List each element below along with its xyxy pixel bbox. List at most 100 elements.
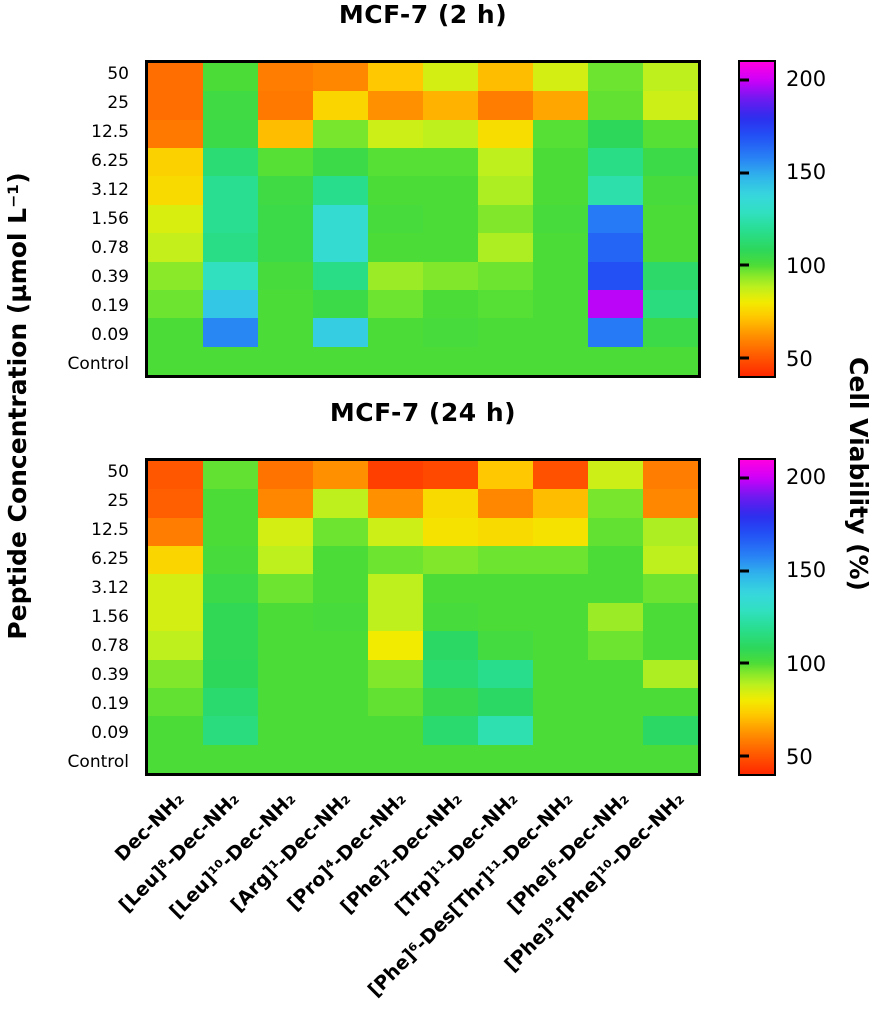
- heatmap-cell: [588, 261, 643, 290]
- heatmap-cell: [643, 574, 698, 603]
- colorbar-tick: [740, 661, 749, 665]
- heatmap-cell: [368, 119, 423, 149]
- heatmap-cell: [478, 289, 533, 319]
- heatmap-cell: [533, 489, 588, 518]
- heatmap-cell: [478, 659, 533, 688]
- heatmap-cell: [423, 91, 478, 120]
- heatmap-cell: [478, 744, 533, 773]
- heatmap-cell: [148, 63, 203, 92]
- heatmap-cell: [533, 91, 588, 120]
- heatmap-cell: [258, 602, 313, 632]
- heatmap-cell: [588, 461, 643, 490]
- heatmap-cell: [258, 204, 313, 234]
- heatmap-cell: [368, 517, 423, 547]
- heatmap-cell: [368, 346, 423, 375]
- heatmap-cell: [203, 261, 258, 290]
- heatmap-cell: [368, 91, 423, 120]
- chart-title: MCF-7 (24 h): [329, 398, 517, 427]
- colorbar-tick-label: 50: [786, 745, 813, 770]
- heatmap-cell: [588, 517, 643, 547]
- heatmap-cell: [258, 461, 313, 490]
- heatmap-cell: [148, 176, 203, 205]
- heatmap-cell: [258, 289, 313, 319]
- heatmap-cell: [643, 631, 698, 660]
- heatmap-cell: [313, 204, 368, 234]
- heatmap-cell: [313, 631, 368, 660]
- heatmap-cell: [423, 233, 478, 262]
- heatmap-cell: [203, 517, 258, 547]
- heatmap-cell: [258, 716, 313, 745]
- heatmap-cell: [203, 91, 258, 120]
- heatmap-cell: [203, 346, 258, 375]
- heatmap-cell: [313, 176, 368, 205]
- colorbar-tick: [740, 754, 749, 758]
- heatmap-cell: [478, 91, 533, 120]
- y-tick-label: 3.12: [91, 180, 129, 201]
- heatmap-cell: [643, 546, 698, 575]
- heatmap-cell: [643, 233, 698, 262]
- heatmap-cell: [423, 289, 478, 319]
- heatmap-cell: [423, 489, 478, 518]
- colorbar-tick-label: 100: [786, 253, 827, 278]
- colorbar-tick: [740, 569, 749, 573]
- heatmap-cell: [643, 716, 698, 745]
- heatmap-cell: [368, 461, 423, 490]
- heatmap-cell: [423, 574, 478, 603]
- heatmap-cell: [203, 318, 258, 347]
- heatmap-cell: [643, 176, 698, 205]
- heatmap-cell: [148, 489, 203, 518]
- heatmap-cell: [588, 148, 643, 177]
- heatmap-cell: [368, 659, 423, 688]
- colorbar-tick-labels: 50 100 150 200: [786, 60, 856, 378]
- heatmap-cell: [313, 489, 368, 518]
- heatmap-cell: [258, 63, 313, 92]
- chart-mcf7-2h: MCF-7 (2 h) 50 25 12.5 6.25 3.12 1.56 0.78 0.39…: [0, 0, 883, 380]
- heatmap-cell: [148, 517, 203, 547]
- y-tick-label: 3.12: [91, 578, 129, 599]
- heatmap-cell: [148, 631, 203, 660]
- heatmap-cell: [148, 119, 203, 149]
- y-tick-label: 12.5: [91, 122, 129, 143]
- heatmap-cell: [643, 461, 698, 490]
- heatmap-cell: [423, 318, 478, 347]
- heatmap-cell: [478, 148, 533, 177]
- x-tick-slot: [Phe]⁶-Dec-NH₂: [503, 780, 646, 1020]
- heatmap-cell: [588, 659, 643, 688]
- heatmap-cell: [368, 687, 423, 717]
- heatmap-cell: [368, 546, 423, 575]
- y-tick-labels: 50 25 12.5 6.25 3.12 1.56 0.78 0.39 0.19 0.09 Cont…: [38, 458, 138, 776]
- heatmap-cell: [643, 119, 698, 149]
- heatmap-cell: [478, 176, 533, 205]
- y-tick-label: 1.56: [91, 606, 129, 627]
- y-tick-label: 25: [107, 93, 129, 114]
- y-tick-label: 0.78: [91, 237, 129, 258]
- heatmap-cell: [478, 602, 533, 632]
- heatmap-cell: [368, 176, 423, 205]
- heatmap-cell: [588, 716, 643, 745]
- y-tick-label: 0.78: [91, 635, 129, 656]
- heatmap-cell: [313, 233, 368, 262]
- heatmap-cell: [203, 631, 258, 660]
- heatmap-cell: [643, 148, 698, 177]
- colorbar-tick-label: 100: [786, 651, 827, 676]
- y-tick-label: Control: [67, 353, 129, 374]
- heatmap-cell: [148, 574, 203, 603]
- heatmap-cell: [478, 489, 533, 518]
- heatmap-cell: [588, 602, 643, 632]
- y-tick-label: 0.09: [91, 722, 129, 743]
- heatmap-cell: [313, 574, 368, 603]
- heatmap-cell: [423, 716, 478, 745]
- heatmap-cell: [148, 318, 203, 347]
- heatmap-cell: [203, 546, 258, 575]
- colorbar-tick: [740, 78, 749, 82]
- y-tick-label: 50: [107, 462, 129, 483]
- heatmap-cell: [203, 659, 258, 688]
- colorbar-tick-label: 50: [786, 347, 813, 372]
- colorbar-tick-labels: 50 100 150 200: [786, 458, 856, 776]
- heatmap-cell: [258, 91, 313, 120]
- heatmap-cell: [258, 261, 313, 290]
- heatmap-cell: [533, 602, 588, 632]
- heatmap-cell: [423, 119, 478, 149]
- heatmap-cell: [423, 204, 478, 234]
- heatmap-cell: [368, 716, 423, 745]
